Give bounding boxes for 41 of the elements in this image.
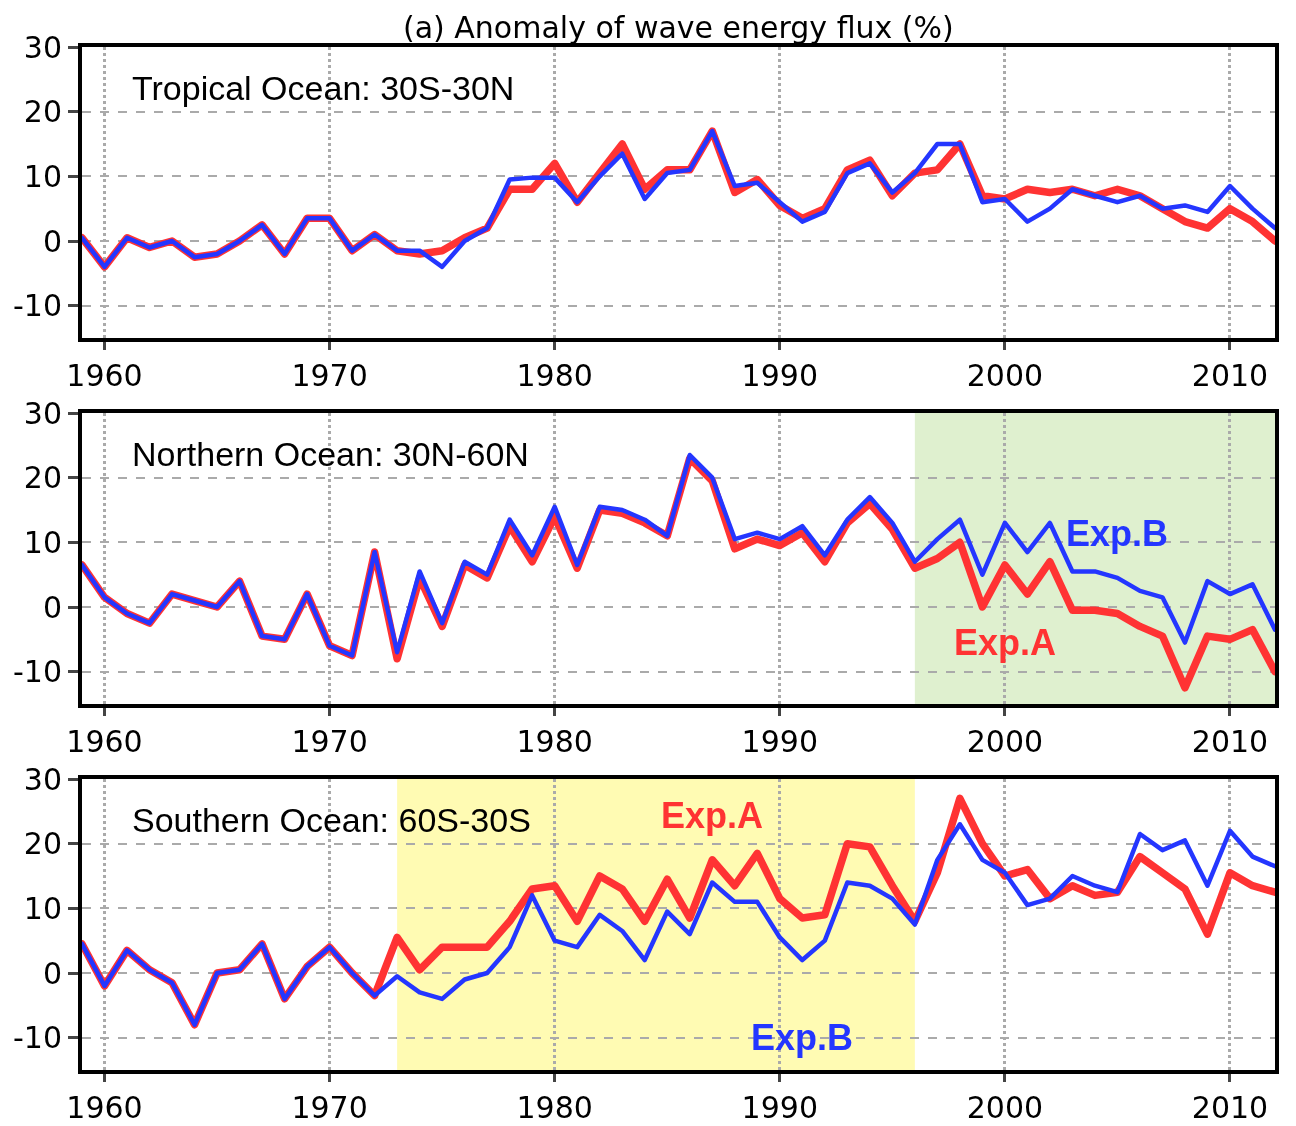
y-tick-label: 10 — [23, 158, 62, 194]
x-tick-label: 2000 — [966, 724, 1044, 759]
x-tick-label: 1960 — [66, 724, 143, 759]
y-tick-label: 20 — [23, 826, 62, 862]
x-tick-label: 1980 — [516, 358, 593, 393]
y-tick-label: 0 — [42, 955, 62, 991]
x-tick-label: 1960 — [66, 358, 143, 393]
x-tick-label: 1970 — [291, 1090, 368, 1125]
y-tick-label: 30 — [23, 29, 62, 65]
x-tick-label: 1990 — [741, 724, 818, 759]
chart-title: (a) Anomaly of wave energy flux (%) — [403, 10, 954, 45]
x-tick-label: 1960 — [66, 1090, 143, 1125]
y-tick-label: 20 — [23, 460, 62, 496]
x-tick-label: 1990 — [741, 1090, 818, 1125]
y-tick-label: 0 — [42, 589, 62, 625]
annotation: Exp.A — [954, 622, 1057, 663]
y-tick-label: -10 — [13, 288, 62, 324]
x-tick-label: 2010 — [1191, 358, 1269, 393]
annotation: Northern Ocean: 30N-60N — [132, 435, 529, 473]
y-tick-label: 10 — [23, 890, 62, 926]
x-tick-label: 1970 — [291, 724, 368, 759]
x-tick-label: 1980 — [516, 724, 593, 759]
annotation: Exp.B — [1066, 513, 1169, 554]
x-tick-label: 1970 — [291, 358, 368, 393]
annotation: Exp.B — [751, 1017, 854, 1058]
x-tick-label: 1990 — [741, 358, 818, 393]
y-tick-label: 30 — [23, 395, 62, 431]
y-tick-label: -10 — [13, 654, 62, 690]
y-tick-label: 20 — [23, 94, 62, 130]
y-tick-label: 0 — [42, 223, 62, 259]
annotation: Exp.A — [661, 795, 764, 836]
annotation: Tropical Ocean: 30S-30N — [132, 69, 515, 107]
x-tick-label: 1980 — [516, 1090, 593, 1125]
x-tick-label: 2000 — [966, 1090, 1044, 1125]
x-tick-label: 2010 — [1191, 724, 1269, 759]
annotation: Southern Ocean: 60S-30S — [132, 801, 531, 839]
x-tick-label: 2000 — [966, 358, 1044, 393]
y-tick-label: -10 — [13, 1020, 62, 1056]
y-tick-label: 30 — [23, 761, 62, 797]
x-tick-label: 2010 — [1191, 1090, 1269, 1125]
y-tick-label: 10 — [23, 524, 62, 560]
